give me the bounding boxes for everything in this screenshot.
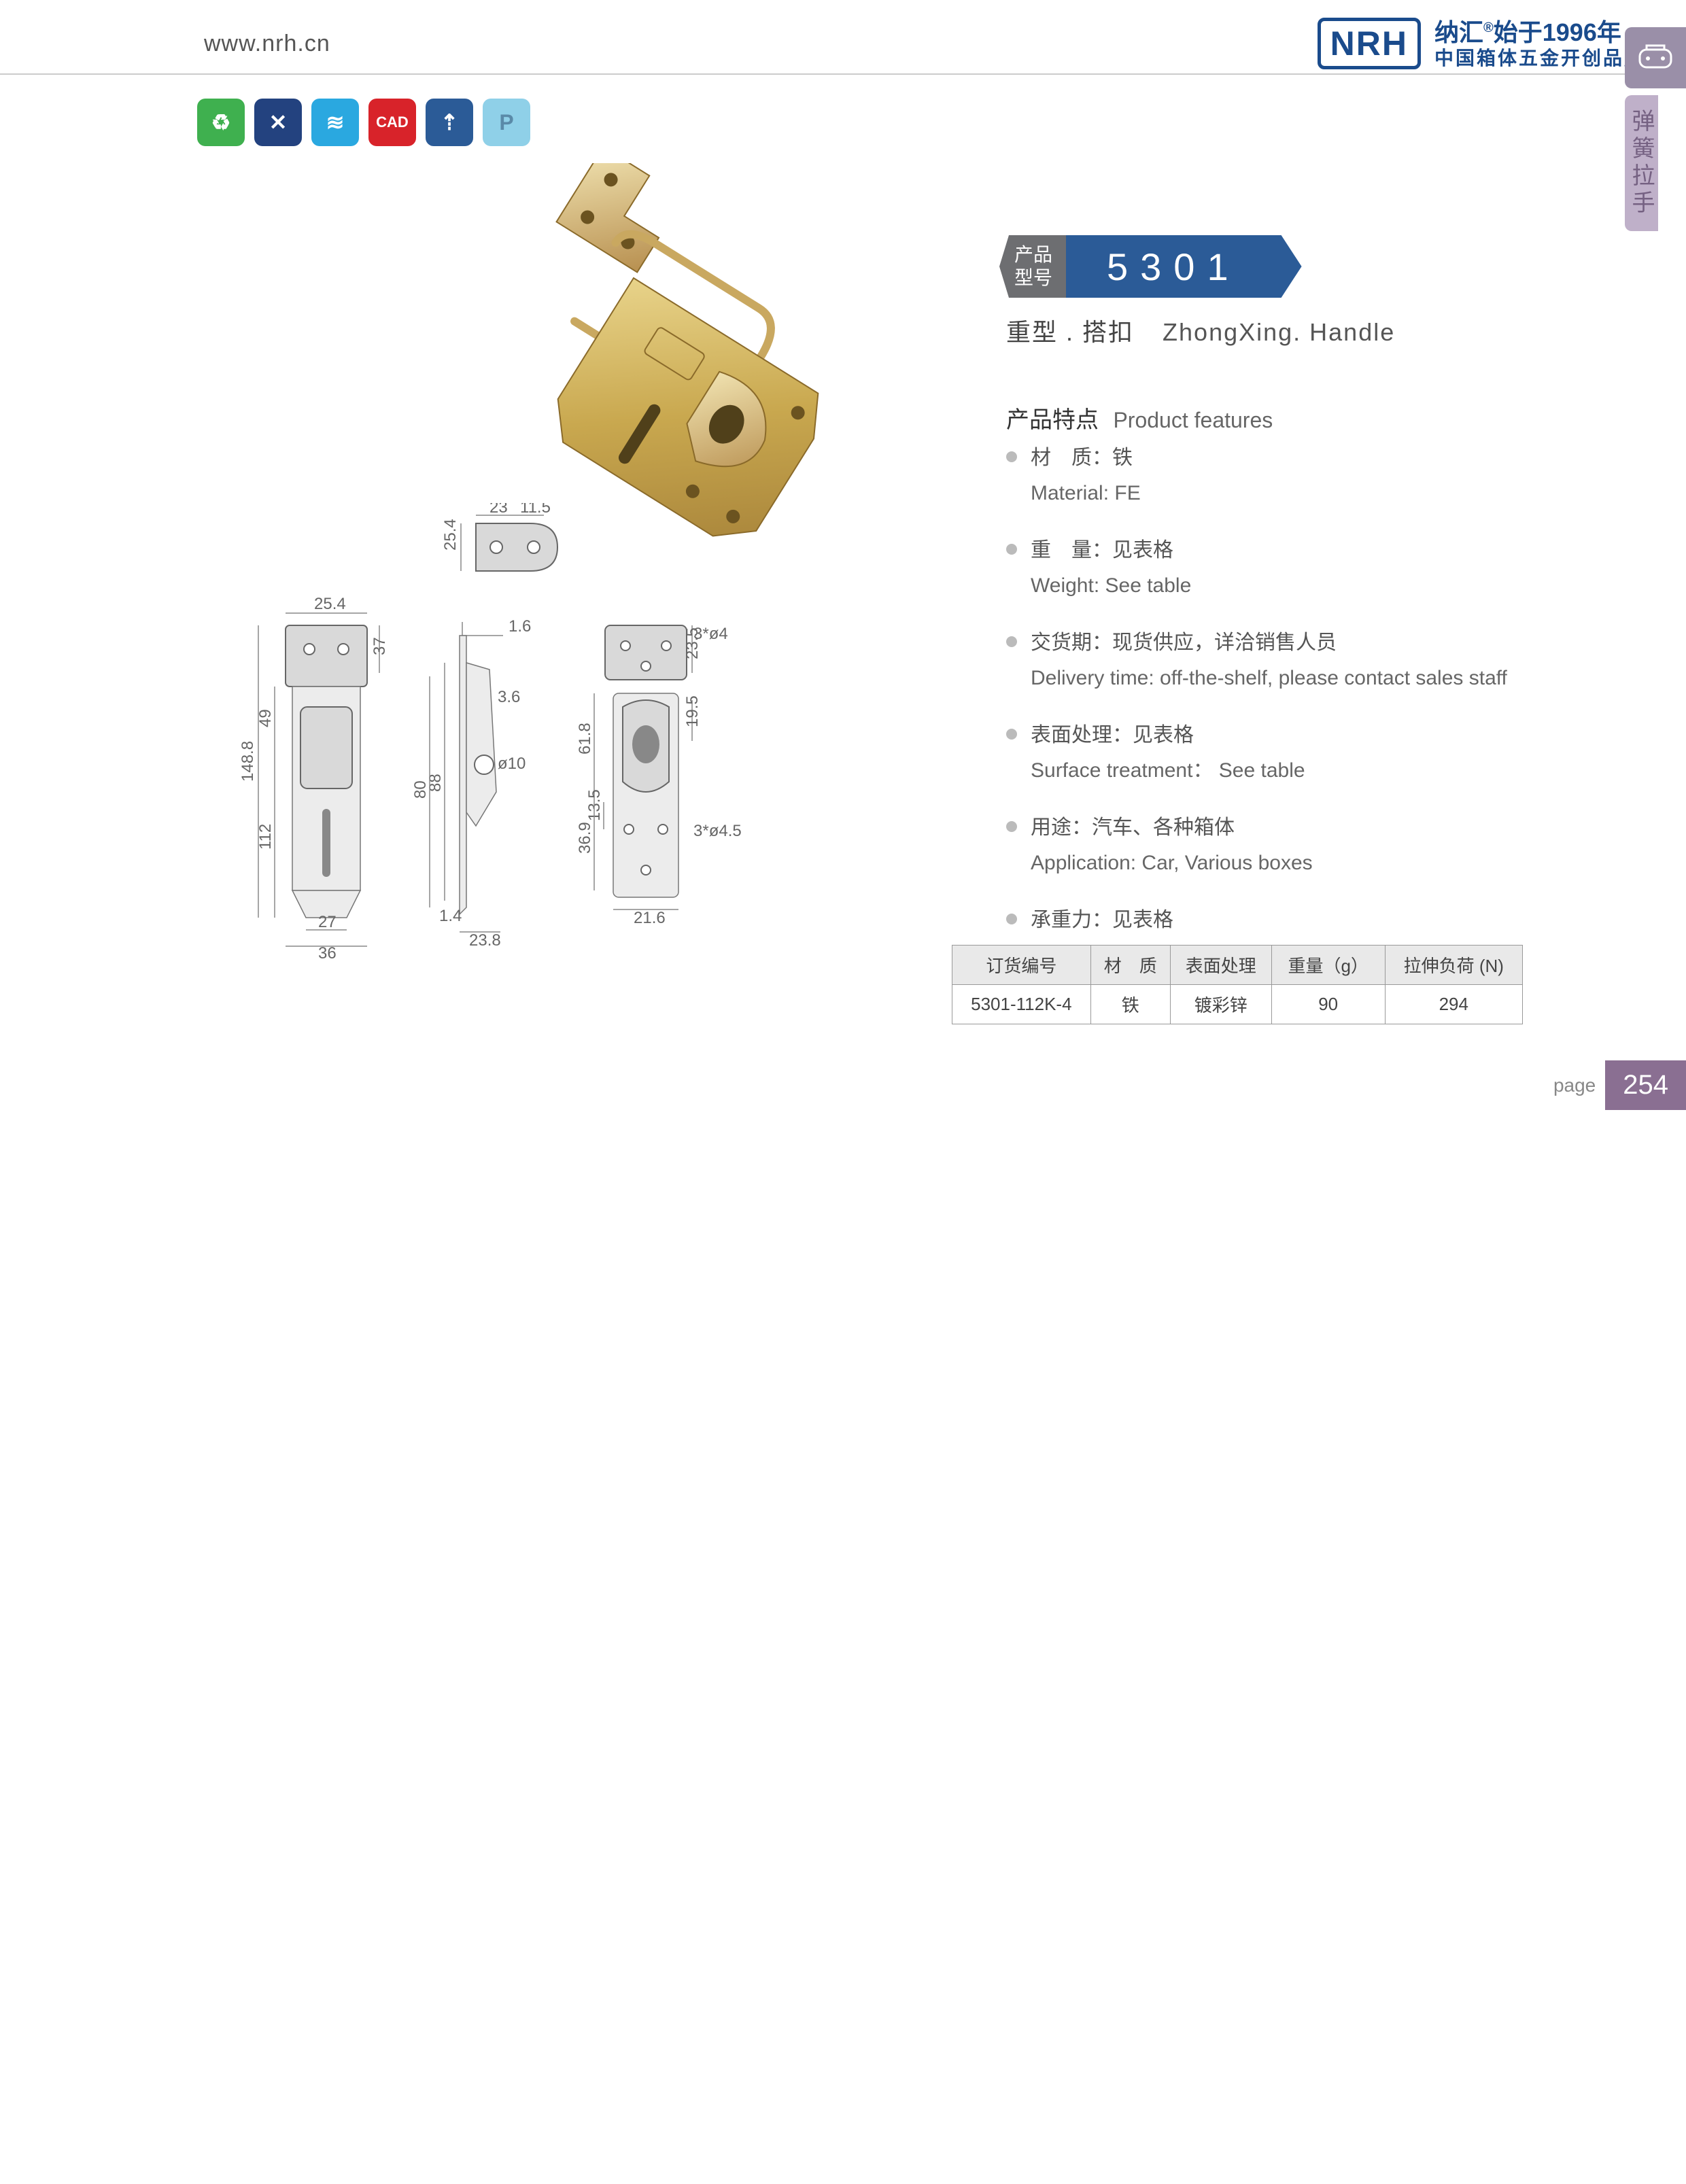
- latch-icon: [1625, 27, 1686, 88]
- dim-label: 36: [318, 944, 337, 963]
- page-number: 254: [1605, 1060, 1686, 1110]
- dim-label: 1.4: [439, 907, 462, 925]
- dim-label: 3*ø4.5: [693, 822, 742, 840]
- dim-label: 49: [256, 709, 275, 727]
- feature-cn: 交货期：现货供应，详洽销售人员: [1031, 627, 1523, 659]
- screw-icon: ⇡: [426, 99, 473, 146]
- feature-item: 表面处理：见表格 Surface treatment： See table: [1006, 719, 1523, 787]
- tools-icon: ✕: [254, 99, 302, 146]
- td: 镀彩锌: [1170, 985, 1271, 1024]
- dim-label: 25.4: [441, 519, 460, 551]
- dim-label: 112: [256, 824, 275, 850]
- eco-icon: ♻: [197, 99, 245, 146]
- dim-label: 23.5: [683, 627, 702, 659]
- model-number: 5301: [1066, 235, 1302, 298]
- feature-en: Weight: See table: [1031, 570, 1523, 602]
- dim-label: 23: [489, 503, 508, 517]
- feature-en: Application: Car, Various boxes: [1031, 847, 1523, 880]
- feature-en: Surface treatment： See table: [1031, 755, 1523, 787]
- feature-item: 用途：汽车、各种箱体 Application: Car, Various box…: [1006, 812, 1523, 880]
- site-url: www.nrh.cn: [204, 31, 330, 57]
- feature-item: 重 量：见表格 Weight: See table: [1006, 534, 1523, 602]
- features-heading: 产品特点 Product features: [1006, 401, 1273, 434]
- th-load: 拉伸负荷 (N): [1385, 946, 1522, 985]
- dim-label: 21.6: [634, 909, 666, 927]
- dim-label: 80: [411, 780, 430, 799]
- dim-label: 27: [318, 913, 337, 931]
- cad-icon: CAD: [368, 99, 416, 146]
- dim-label: 25.4: [314, 595, 346, 613]
- technical-drawing: 23 11.5 25.4 25.4 37 49 148.8 112 27 36 …: [218, 503, 775, 1033]
- td: 90: [1271, 985, 1385, 1024]
- th-order: 订货编号: [952, 946, 1091, 985]
- brand-logo: NRH: [1318, 18, 1421, 69]
- features-list: 材 质：铁 Material: FE 重 量：见表格 Weight: See t…: [1006, 442, 1523, 996]
- dim-label: 61.8: [576, 723, 594, 755]
- dim-label: 1.6: [509, 617, 531, 636]
- page-label: page: [1553, 1075, 1596, 1096]
- model-label-l1: 产品: [1014, 243, 1052, 266]
- feature-en: Material: FE: [1031, 477, 1523, 510]
- header: www.nrh.cn NRH 纳汇®始于1996年 中国箱体五金开创品牌: [0, 14, 1686, 75]
- feature-item: 材 质：铁 Material: FE: [1006, 442, 1523, 510]
- icon-badges: ♻ ✕ ≋ CAD ⇡ P: [197, 99, 530, 146]
- brand-line1: 纳汇®始于1996年: [1434, 18, 1645, 47]
- td: 5301-112K-4: [952, 985, 1091, 1024]
- brand-slogan: 中国箱体五金开创品牌: [1434, 47, 1645, 70]
- model-label: 产品 型号: [999, 235, 1067, 298]
- subtitle-en: ZhongXing. Handle: [1163, 318, 1395, 346]
- dim-label: 37: [371, 637, 389, 655]
- dim-label: ø10: [498, 755, 526, 773]
- dim-label: 19.5: [683, 695, 702, 727]
- feature-cn: 用途：汽车、各种箱体: [1031, 812, 1523, 844]
- side-tab: 弹簧拉手: [1625, 27, 1686, 231]
- features-head-cn: 产品特点: [1006, 407, 1099, 433]
- subtitle-cn: 重型 . 搭扣: [1006, 318, 1134, 346]
- feature-cn: 重 量：见表格: [1031, 534, 1523, 567]
- page-indicator: page 254: [1553, 1060, 1686, 1110]
- side-category-label: 弹簧拉手: [1625, 95, 1658, 231]
- dim-label: 23.8: [469, 931, 501, 950]
- dim-label: 3.6: [498, 688, 520, 706]
- feature-cn: 承重力：见表格: [1031, 904, 1523, 937]
- table-header-row: 订货编号 材 质 表面处理 重量（g） 拉伸负荷 (N): [952, 946, 1523, 985]
- table-row: 5301-112K-4 铁 镀彩锌 90 294: [952, 985, 1523, 1024]
- model-label-l2: 型号: [1014, 266, 1052, 290]
- th-surface: 表面处理: [1170, 946, 1271, 985]
- features-head-en: Product features: [1113, 408, 1273, 432]
- dim-label: 11.5: [520, 503, 551, 517]
- p-icon: P: [483, 99, 530, 146]
- td: 铁: [1090, 985, 1170, 1024]
- feature-en: Delivery time: off-the-shelf, please con…: [1031, 662, 1523, 695]
- th-weight: 重量（g）: [1271, 946, 1385, 985]
- model-subtitle: 重型 . 搭扣 ZhongXing. Handle: [1006, 313, 1395, 348]
- spec-table: 订货编号 材 质 表面处理 重量（g） 拉伸负荷 (N) 5301-112K-4…: [952, 945, 1523, 1024]
- th-material: 材 质: [1090, 946, 1170, 985]
- feature-cn: 材 质：铁: [1031, 442, 1523, 474]
- reg-mark: ®: [1483, 20, 1494, 35]
- brand-text: 纳汇®始于1996年 中国箱体五金开创品牌: [1434, 18, 1645, 70]
- feature-item: 交货期：现货供应，详洽销售人员 Delivery time: off-the-s…: [1006, 627, 1523, 695]
- feature-cn: 表面处理：见表格: [1031, 719, 1523, 752]
- brand-block: NRH 纳汇®始于1996年 中国箱体五金开创品牌: [1318, 18, 1645, 70]
- td: 294: [1385, 985, 1522, 1024]
- brand-name-cn: 纳汇: [1434, 18, 1483, 46]
- brand-since: 始于1996年: [1494, 18, 1621, 46]
- spring-icon: ≋: [311, 99, 359, 146]
- model-block: 产品 型号 5301: [999, 235, 1302, 298]
- dim-label: 148.8: [239, 741, 257, 782]
- dim-label: 36.9: [576, 822, 594, 854]
